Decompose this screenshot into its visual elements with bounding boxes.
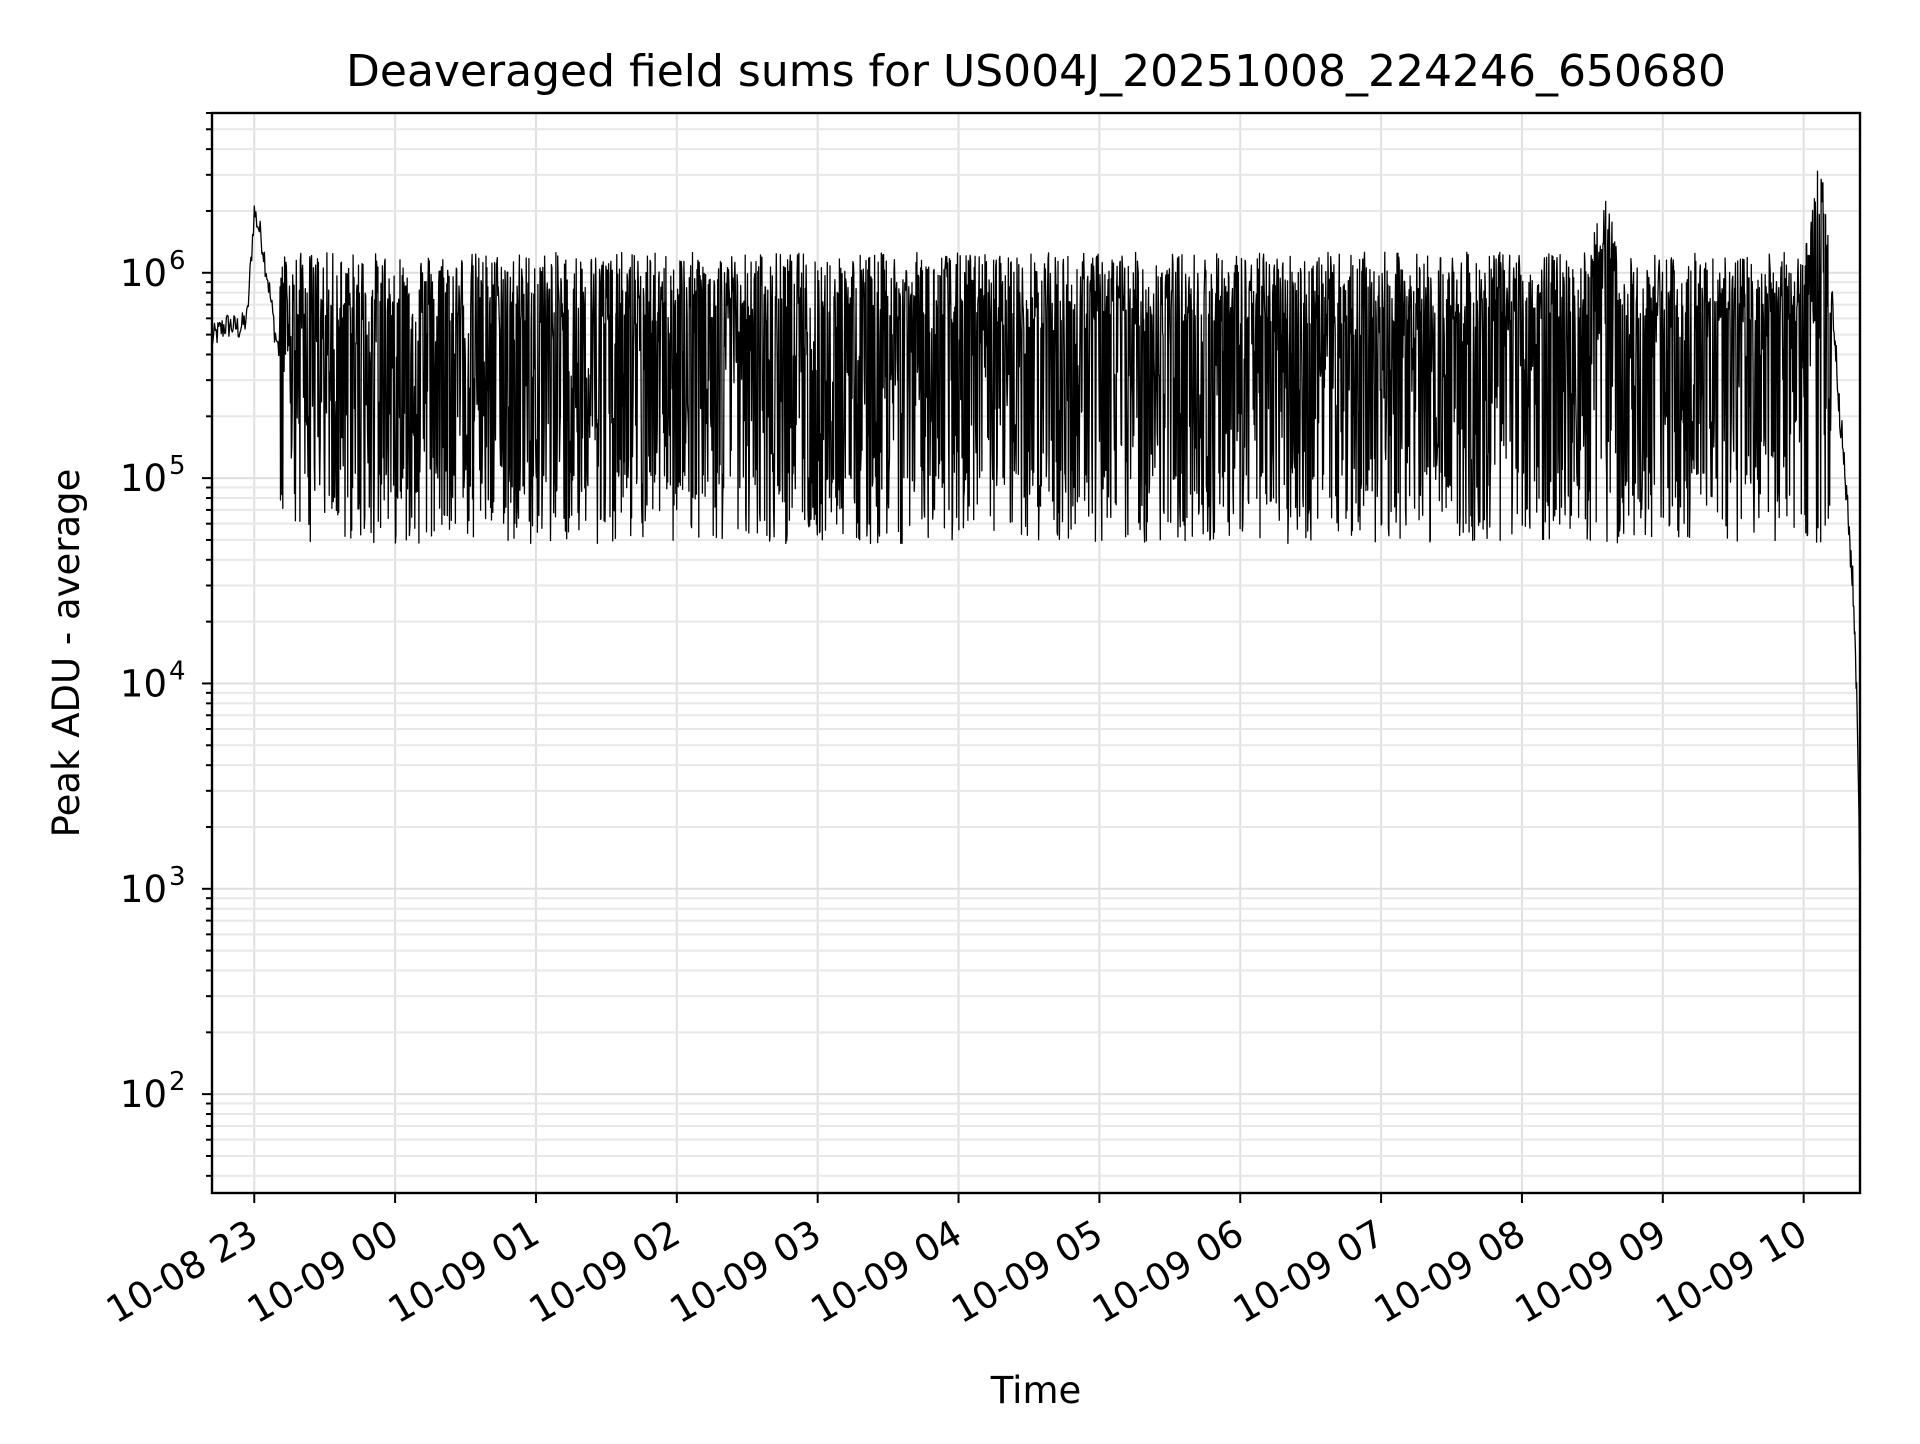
series-line (211, 170, 1861, 903)
y-tick-label-exponent: 4 (169, 656, 186, 686)
plot-frame (210, 111, 1862, 1195)
x-axis-label: Time (990, 1369, 1082, 1412)
y-tick-label-base: 10 (120, 868, 167, 911)
y-tick-label-base: 10 (120, 1073, 167, 1116)
y-tick-label: 10 4 (120, 656, 186, 705)
y-tick-label: 10 5 (120, 451, 186, 500)
series-layer (211, 170, 1861, 903)
y-tick-label-base: 10 (120, 252, 167, 295)
y-tick-label-exponent: 6 (169, 246, 186, 276)
chart-title: Deaveraged field sums for US004J_2025100… (346, 46, 1726, 97)
y-tick-label: 10 3 (120, 862, 186, 911)
y-tick-label-base: 10 (120, 457, 167, 500)
y-tick-label-exponent: 5 (169, 451, 186, 481)
y-tick-label-base: 10 (120, 662, 167, 705)
y-tick-label: 10 6 (120, 246, 186, 295)
y-axis-label: Peak ADU - average (45, 469, 88, 838)
y-tick-label-exponent: 2 (169, 1067, 186, 1097)
y-tick-label-exponent: 3 (169, 862, 186, 892)
y-tick-label: 10 2 (120, 1067, 186, 1116)
